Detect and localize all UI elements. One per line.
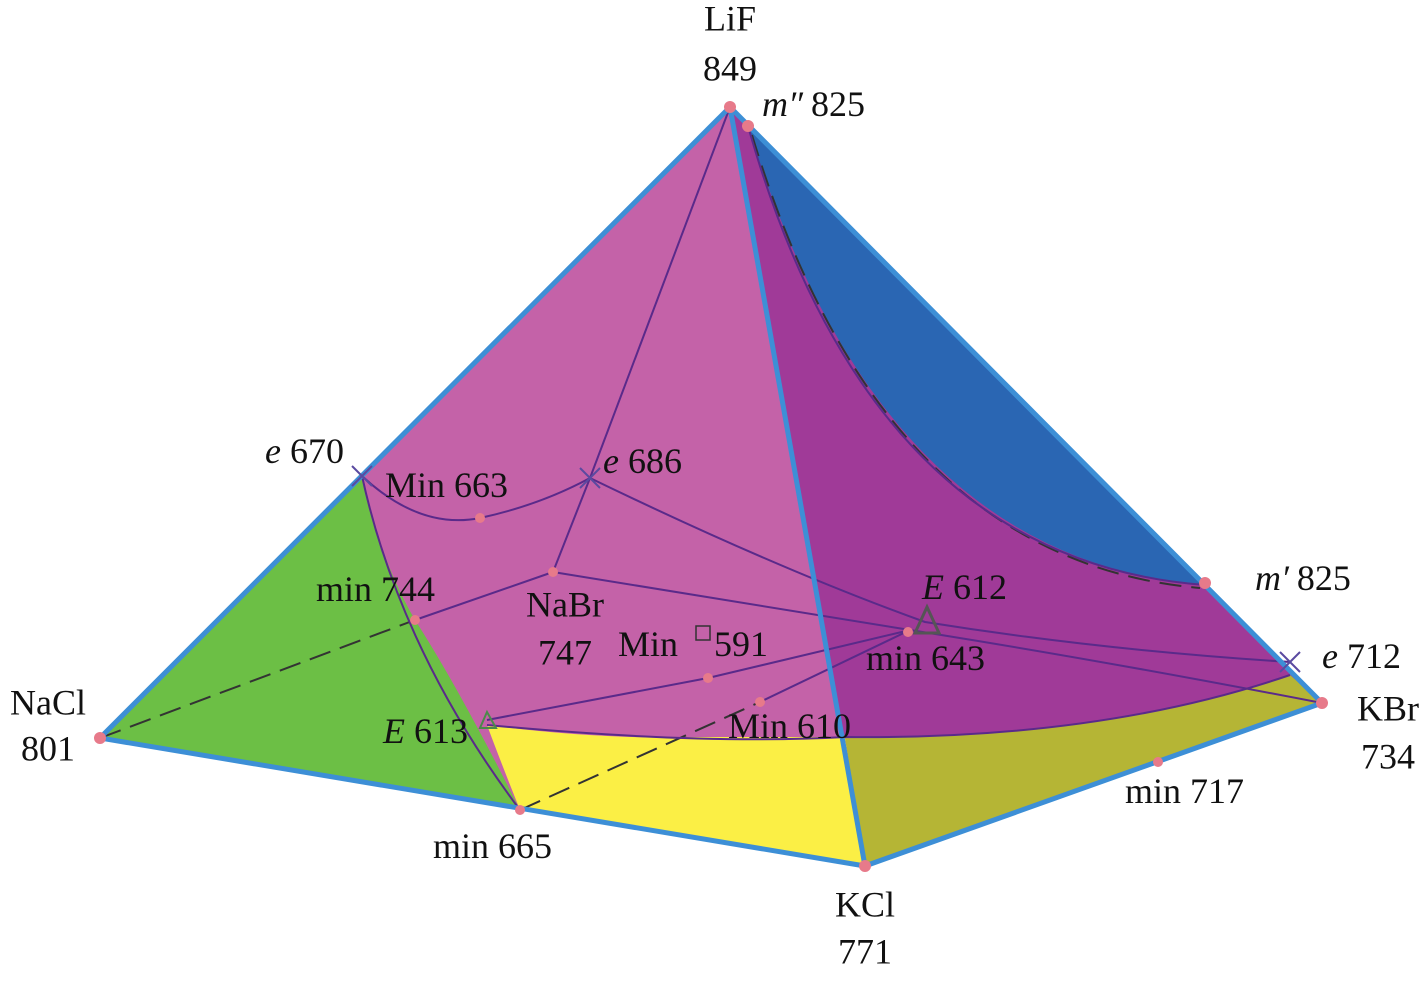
- symbol: e: [265, 431, 281, 471]
- node-name: KCl: [835, 884, 895, 924]
- symbol: E: [382, 711, 405, 751]
- label: Min: [618, 624, 678, 664]
- symbol: m″: [762, 84, 804, 124]
- faces: [100, 107, 1322, 866]
- temp: 712: [1347, 636, 1401, 676]
- label: min: [433, 826, 489, 866]
- temp: 610: [797, 706, 851, 746]
- symbol: E: [921, 567, 944, 607]
- node-name: LiF: [704, 0, 756, 38]
- node-temp: 747: [538, 632, 592, 672]
- point-label: E 612: [921, 567, 1007, 607]
- temp: 663: [454, 465, 508, 505]
- label: Min: [385, 465, 445, 505]
- labels: LiF 849 NaCl 801 KCl 771 KBr 734 NaBr 74…: [10, 0, 1419, 971]
- node-temp: 734: [1361, 736, 1415, 776]
- temp: 612: [953, 567, 1007, 607]
- extremum-label: Min 591: [618, 624, 768, 664]
- temp: 825: [1297, 558, 1351, 598]
- temp: 686: [628, 441, 682, 481]
- markers: [94, 101, 1328, 872]
- point-label: e 686: [603, 441, 682, 481]
- lines: [99, 106, 1323, 811]
- point-label: e 670: [265, 431, 344, 471]
- node-name: NaCl: [10, 682, 86, 722]
- square-icon: [695, 625, 711, 641]
- node-temp: 849: [703, 48, 757, 88]
- node-temp: 801: [21, 728, 75, 768]
- point-label: e 712: [1322, 636, 1401, 676]
- temp: 613: [414, 711, 468, 751]
- label: min: [1125, 771, 1181, 811]
- node-name: NaBr: [526, 584, 604, 624]
- point-label: m′ 825: [1255, 558, 1351, 598]
- temp: 643: [931, 638, 985, 678]
- symbol: e: [603, 441, 619, 481]
- temp: 670: [290, 431, 344, 471]
- point-label: m″ 825: [762, 84, 865, 124]
- label: Min: [728, 706, 788, 746]
- extremum-label: min 665: [433, 826, 552, 866]
- node-name: KBr: [1357, 688, 1419, 728]
- label: min: [316, 569, 372, 609]
- symbol: m′: [1255, 558, 1290, 598]
- extremum-label: Min 663: [385, 465, 508, 505]
- extremum-label: min 717: [1125, 771, 1244, 811]
- node-temp: 771: [838, 931, 892, 971]
- extremum-label: min 643: [866, 638, 985, 678]
- temp: 717: [1190, 771, 1244, 811]
- extremum-label: min 744: [316, 569, 435, 609]
- temp: 591: [714, 624, 768, 664]
- temp: 825: [811, 84, 865, 124]
- symbol: e: [1322, 636, 1338, 676]
- temp: 665: [498, 826, 552, 866]
- temp: 744: [381, 569, 435, 609]
- point-label: E 613: [382, 711, 468, 751]
- extremum-label: Min 610: [728, 706, 851, 746]
- label: min: [866, 638, 922, 678]
